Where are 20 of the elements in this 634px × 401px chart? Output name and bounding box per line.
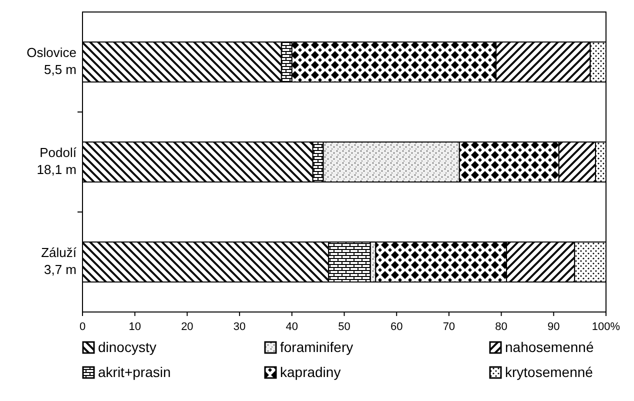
x-tick-label: 50	[338, 321, 350, 333]
x-tick-label: 60	[390, 321, 403, 333]
legend-label: kapradiny	[280, 364, 341, 380]
legend-label: dinocysty	[98, 339, 156, 355]
x-tick-label: 80	[495, 321, 508, 333]
x-tick-label: 20	[181, 321, 194, 333]
y-tick-label: Záluží 3,7 m	[41, 245, 77, 278]
x-tick-label: 30	[233, 321, 246, 333]
x-tick-label: 100%	[592, 321, 620, 333]
legend-label: nahosemenné	[505, 339, 594, 355]
legend-label: akrit+prasin	[98, 364, 171, 380]
x-tick-label: 90	[548, 321, 560, 333]
x-tick-label: 0	[79, 321, 86, 333]
x-tick-label: 70	[442, 321, 456, 333]
y-tick-label: Podolí 18,1 m	[36, 145, 77, 178]
legend-label: foraminifery	[280, 339, 354, 355]
x-tick-label: 40	[286, 321, 298, 333]
legend-label: krytosemenné	[505, 364, 594, 380]
y-tick-label: Oslovice 5,5 m	[26, 45, 76, 78]
x-tick-label: 10	[128, 321, 141, 333]
